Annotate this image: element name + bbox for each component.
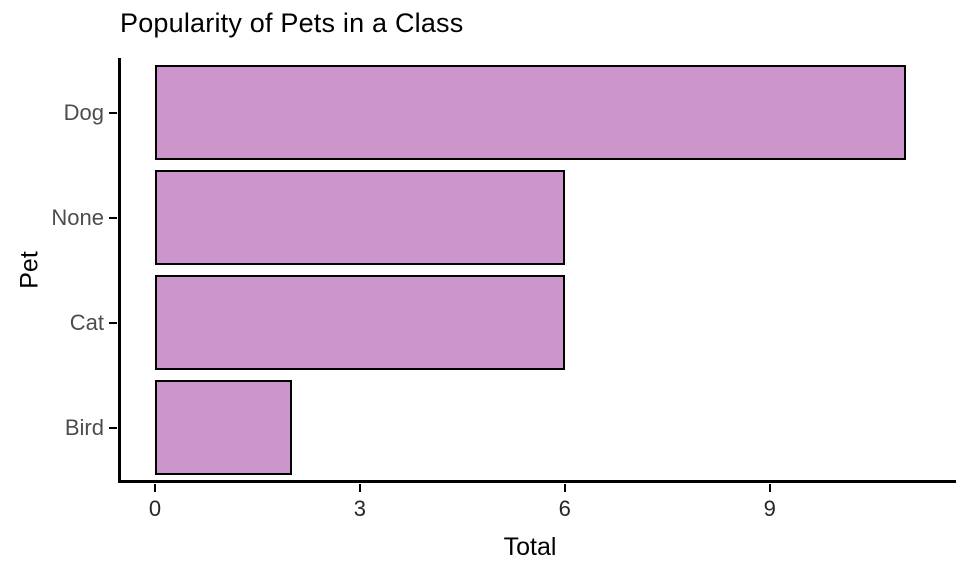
x-tick-label: 0: [148, 496, 162, 521]
chart-title: Popularity of Pets in a Class: [120, 8, 464, 38]
y-tick-mark: [109, 216, 117, 219]
bar-cat: [155, 275, 565, 370]
y-tick-mark: [109, 321, 117, 324]
y-tick-label: Cat: [69, 309, 104, 335]
plot-area: Dog None Cat Bird 0 3 6 9: [51, 60, 940, 521]
x-tick-mark: [563, 484, 566, 492]
bar-none: [155, 170, 565, 265]
bar-dog: [155, 65, 907, 160]
x-tick-label: 3: [353, 496, 367, 521]
x-axis-title: Total: [503, 533, 557, 561]
x-tick-label: 6: [558, 496, 571, 521]
x-tick-label: 9: [763, 496, 776, 521]
y-axis-title: Pet: [15, 251, 44, 289]
bar-bird: [155, 380, 292, 475]
y-tick-label: Bird: [64, 414, 104, 440]
x-tick-mark: [154, 484, 156, 492]
y-tick-mark: [109, 111, 117, 114]
x-tick-mark: [768, 484, 771, 492]
x-axis-line: [118, 480, 956, 483]
x-tick-mark: [358, 484, 361, 492]
y-tick-label: Dog: [63, 99, 104, 125]
y-tick-label: None: [51, 204, 104, 230]
y-tick-mark: [109, 426, 117, 429]
y-axis-line: [118, 58, 121, 483]
